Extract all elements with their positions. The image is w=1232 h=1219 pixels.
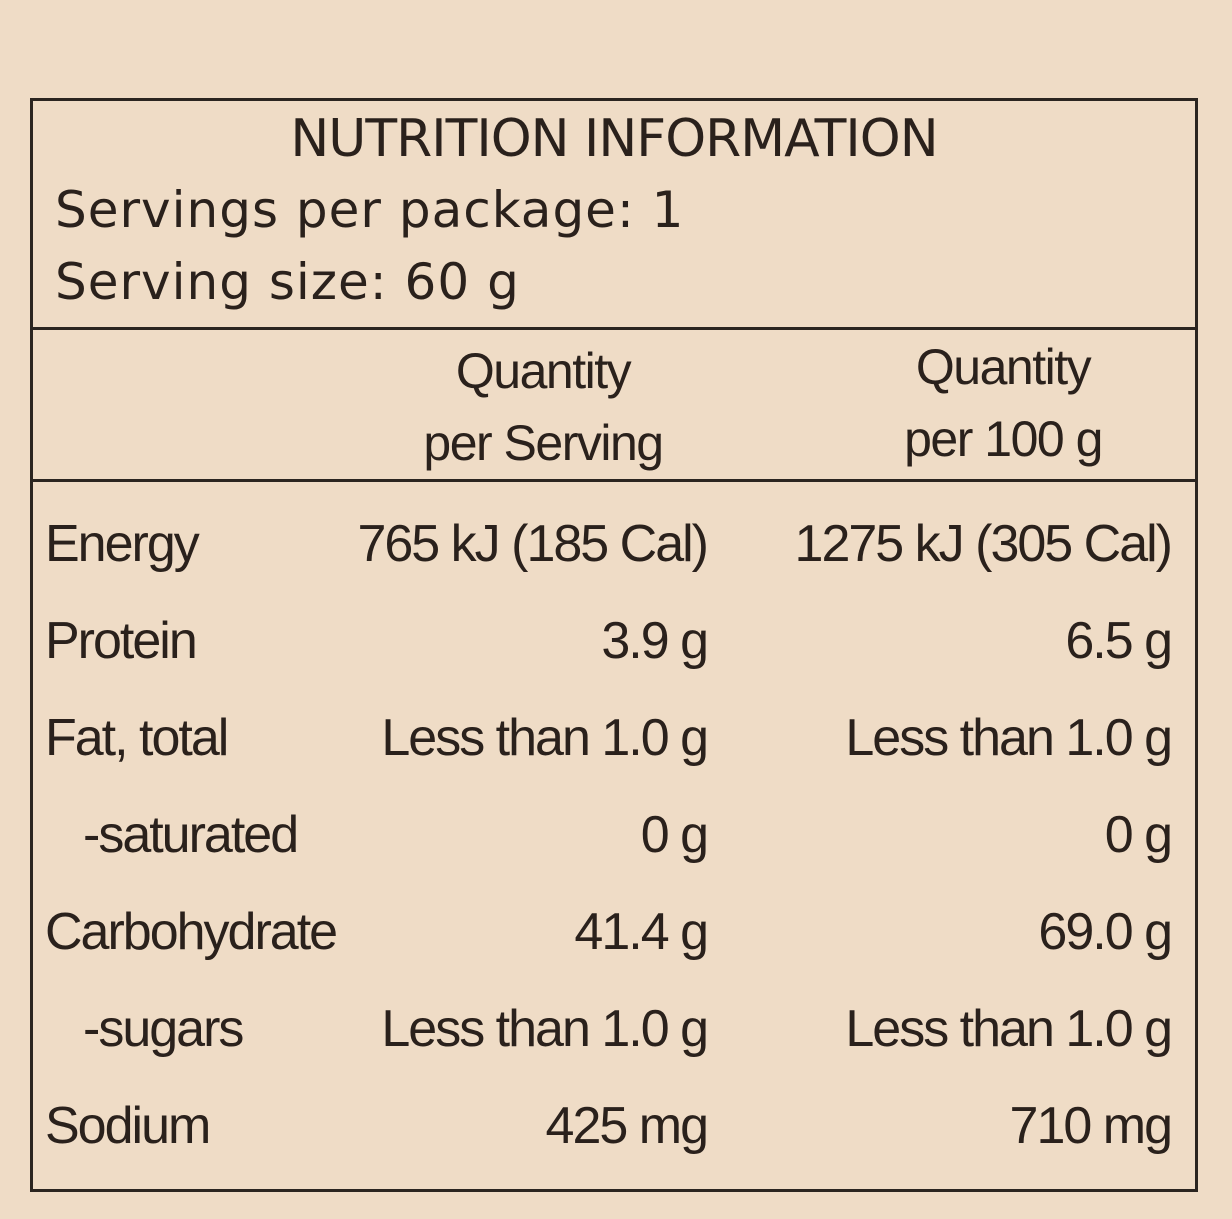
serving-size: Serving size: 60 g xyxy=(55,253,520,311)
nutrient-name: Energy xyxy=(45,515,200,573)
value-per-serving: 765 kJ (185 Cal) xyxy=(357,515,709,573)
column-header-per-serving: Quantity per Serving xyxy=(423,343,664,471)
nutrient-name: -sugars xyxy=(83,1000,244,1058)
nutrient-name: Protein xyxy=(45,612,198,670)
value-per-100g: 1275 kJ (305 Cal) xyxy=(794,515,1173,573)
table-row: Sodium 425 mg 710 mg xyxy=(33,1078,1195,1175)
value-per-serving: Less than 1.0 g xyxy=(381,709,709,767)
value-per-serving: 425 mg xyxy=(545,1097,709,1155)
value-per-100g: 710 mg xyxy=(1009,1097,1173,1155)
panel-title: NUTRITION INFORMATION xyxy=(290,109,938,169)
value-per-serving: 0 g xyxy=(640,806,709,864)
nutrient-table: Energy 765 kJ (185 Cal) 1275 kJ (305 Cal… xyxy=(33,496,1195,1175)
table-row: Carbohydrate 41.4 g 69.0 g xyxy=(33,884,1195,981)
value-per-serving: 41.4 g xyxy=(574,903,709,961)
table-row: Fat, total Less than 1.0 g Less than 1.0… xyxy=(33,690,1195,787)
table-row: Energy 765 kJ (185 Cal) 1275 kJ (305 Cal… xyxy=(33,496,1195,593)
column-headers: Quantity per Serving Quantity per 100 g xyxy=(33,327,1195,482)
value-per-100g: Less than 1.0 g xyxy=(845,709,1173,767)
table-row: -saturated 0 g 0 g xyxy=(33,787,1195,884)
value-per-100g: 69.0 g xyxy=(1038,903,1173,961)
value-per-serving: 3.9 g xyxy=(601,612,709,670)
nutrient-name: -saturated xyxy=(83,806,299,864)
column-header-per-100g: Quantity per 100 g xyxy=(904,339,1103,467)
nutrition-panel: NUTRITION INFORMATION Servings per packa… xyxy=(30,98,1198,1192)
value-per-100g: 0 g xyxy=(1104,806,1173,864)
value-per-100g: Less than 1.0 g xyxy=(845,1000,1173,1058)
table-row: Protein 3.9 g 6.5 g xyxy=(33,593,1195,690)
nutrient-name: Fat, total xyxy=(45,709,229,767)
value-per-serving: Less than 1.0 g xyxy=(381,1000,709,1058)
nutrient-name: Sodium xyxy=(45,1097,211,1155)
servings-per-package: Servings per package: 1 xyxy=(55,181,685,239)
panel-header: NUTRITION INFORMATION Servings per packa… xyxy=(33,101,1195,330)
nutrient-name: Carbohydrate xyxy=(45,903,338,961)
value-per-100g: 6.5 g xyxy=(1065,612,1173,670)
table-row: -sugars Less than 1.0 g Less than 1.0 g xyxy=(33,981,1195,1078)
